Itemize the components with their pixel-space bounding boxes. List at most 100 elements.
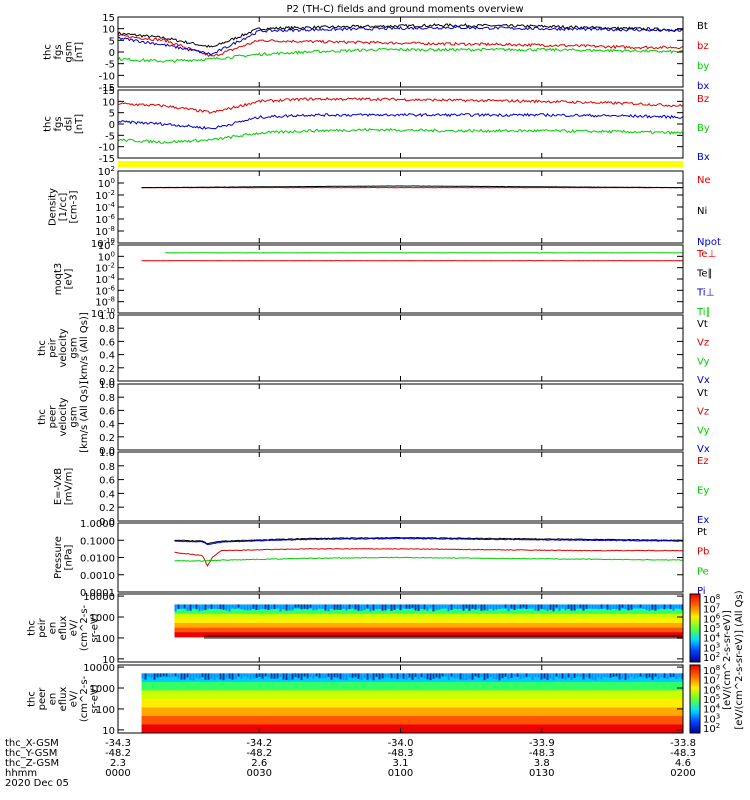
exponent: -6 — [108, 284, 116, 292]
spectrogram-pixel — [672, 673, 675, 678]
spectrogram-pixel — [234, 673, 237, 680]
panel-frame — [117, 451, 684, 522]
exponent: 0 — [111, 250, 115, 258]
spectrogram-pixel — [174, 673, 177, 677]
spectrogram-gap — [280, 634, 282, 639]
spectrogram-pixel — [267, 604, 270, 611]
spectrogram-gap — [580, 634, 582, 639]
spectrogram-gap — [242, 634, 244, 639]
spectrogram-pixel — [477, 673, 480, 678]
legend-entry: Ne — [697, 175, 711, 186]
spectrogram-gap — [528, 634, 530, 639]
spectrogram-pixel — [210, 604, 213, 609]
spectrogram-pixel — [567, 604, 570, 609]
spectrogram-gap — [460, 634, 462, 639]
spectrogram-pixel — [249, 604, 252, 611]
spectrogram-pixel — [594, 604, 597, 609]
spectrogram-pixel — [483, 604, 486, 611]
spectrogram-pixel — [222, 673, 225, 681]
spectrogram-pixel — [387, 604, 390, 609]
spectrogram-gap — [604, 634, 606, 639]
spectrogram-gap — [468, 634, 470, 639]
spectrogram-gap — [620, 634, 622, 639]
ylabel-line: thc — [42, 116, 53, 132]
spectrogram-gap — [576, 634, 578, 639]
spectrogram-gap — [232, 634, 234, 639]
legend-entry: Npot — [697, 237, 721, 248]
spectrogram-pixel — [594, 673, 597, 681]
legend-entry: bz — [697, 41, 709, 52]
spectrogram-gap — [524, 634, 526, 639]
spectrogram-gap — [634, 634, 636, 639]
spectrogram-pixel — [462, 673, 465, 681]
spectrogram-gap — [384, 634, 386, 639]
spectrogram-gap — [422, 634, 424, 639]
spectrogram-band — [174, 604, 683, 610]
spectrogram-pixel — [195, 673, 198, 678]
spectrogram-gap — [416, 634, 418, 639]
spectrogram-gap — [572, 634, 574, 639]
spectrogram-pixel — [246, 604, 249, 611]
ylabel-line: moqt3 — [53, 263, 64, 296]
spectrogram-pixel — [621, 604, 624, 608]
ytick-label: 100 — [96, 634, 115, 645]
spectrogram-pixel — [606, 673, 609, 678]
spectrogram-gap — [378, 634, 380, 639]
spectrogram-gap — [664, 634, 666, 639]
spectrogram-gap — [328, 634, 330, 639]
spectrogram-pixel — [378, 604, 381, 609]
ytick-label: 10 — [102, 726, 115, 737]
spectrogram-gap — [590, 634, 592, 639]
spectrogram-pixel — [531, 673, 534, 681]
spectrogram-pixel — [597, 604, 600, 610]
spectrogram-pixel — [228, 604, 231, 612]
spectrogram-pixel — [534, 604, 537, 611]
spectrogram-gap — [346, 634, 348, 639]
spectrogram-pixel — [627, 604, 630, 611]
spectrogram-pixel — [180, 604, 183, 609]
legend-entry: Bz — [697, 94, 709, 105]
exponent: 8 — [716, 593, 720, 601]
spectrogram-gap — [246, 634, 248, 639]
legend-entry: Vz — [697, 338, 709, 349]
spectrogram-pixel — [354, 673, 357, 678]
ytick-label: 0.8 — [99, 393, 115, 404]
spectrogram-gap — [216, 634, 218, 639]
spectrogram-pixel — [273, 604, 276, 610]
spectrogram-pixel — [153, 673, 156, 680]
spectrogram-pixel — [582, 673, 585, 680]
spectrogram-pixel — [276, 673, 279, 679]
spectrogram-gap — [636, 634, 638, 639]
spectrogram-pixel — [348, 604, 351, 609]
spectrogram-gap — [238, 634, 240, 639]
spectrogram-gap — [366, 634, 368, 639]
spectrogram-gap — [234, 634, 236, 639]
spectrogram-pixel — [345, 604, 348, 611]
spectrogram-pixel — [333, 604, 336, 610]
panel-pressure: 1.0000 0.1000 0.0100 0.0010 0.0001 Pressure [n… — [53, 519, 710, 599]
spectrogram-pixel — [360, 604, 363, 611]
spectrogram-pixel — [204, 673, 207, 680]
spectrogram-gap — [362, 634, 364, 639]
spectrogram-pixel — [357, 673, 360, 679]
spectrogram-gap — [534, 634, 536, 639]
spectrogram-pixel — [201, 604, 204, 611]
exponent: 2 — [111, 165, 115, 173]
spectrogram-pixel — [150, 673, 153, 678]
ytick-label: 1.0 — [99, 380, 115, 391]
spectrogram-pixel — [324, 604, 327, 611]
spectrogram-pixel — [654, 604, 657, 611]
spectrogram-pixel — [195, 604, 198, 610]
xaxis-tick-label: -48.3 — [529, 748, 555, 759]
ylabel-line: [cm-3] — [69, 190, 80, 223]
legend-entry: Bt — [697, 21, 708, 32]
spectrogram-pixel — [633, 604, 636, 608]
spectrogram-pixel — [495, 604, 498, 610]
spectrogram-gap — [480, 634, 482, 639]
exponent: -4 — [108, 273, 116, 281]
exponent: -2 — [108, 189, 115, 197]
spectrogram-gap — [670, 634, 672, 639]
ylabel-line: [nT] — [74, 42, 85, 62]
ylabel-line: gsm — [63, 41, 74, 62]
spectrogram-gap — [668, 634, 670, 639]
